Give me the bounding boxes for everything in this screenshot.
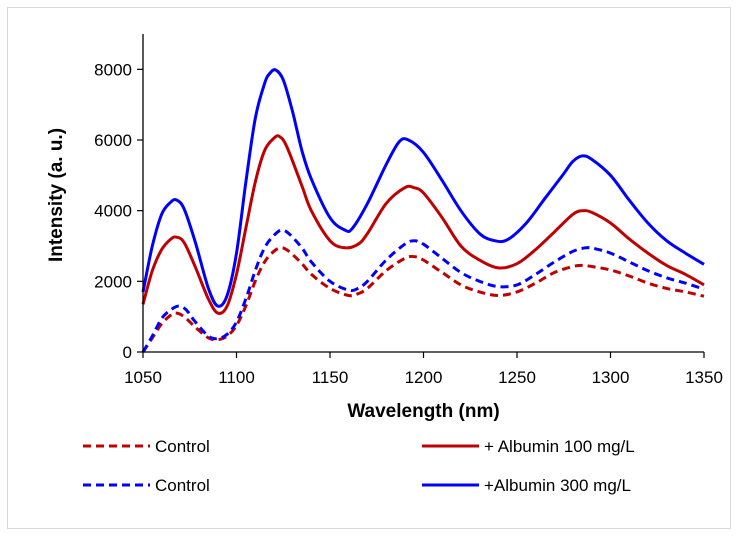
axis-ticks: 1050 1100 1150 1200 1250 1300 1350 0 2000 4000 600… — [94, 60, 723, 387]
legend: Control + Albumin 100 mg/L Control +Albumin… — [83, 437, 635, 495]
y-tick-label: 8000 — [94, 60, 132, 79]
x-axis-title: Wavelength (nm) — [347, 401, 499, 422]
x-tick-label: 1200 — [405, 368, 443, 387]
y-tick-label: 0 — [123, 343, 132, 362]
x-tick-label: 1100 — [218, 368, 255, 387]
series-albumin-300-line — [141, 68, 705, 308]
y-tick-label: 4000 — [94, 202, 132, 221]
y-axis-title: Intensity (a. u.) — [46, 128, 67, 262]
series-albumin-100-line — [141, 134, 705, 315]
plot-lines — [141, 68, 705, 353]
x-tick-label: 1350 — [685, 368, 723, 387]
legend-label: Control — [155, 476, 210, 495]
legend-label: Control — [155, 437, 210, 456]
x-tick-label: 1150 — [312, 368, 349, 387]
x-tick-label: 1300 — [592, 368, 630, 387]
legend-label: + Albumin 100 mg/L — [484, 437, 635, 456]
y-tick-label: 2000 — [94, 272, 132, 291]
legend-label: +Albumin 300 mg/L — [484, 476, 631, 495]
series-control-blue-line — [141, 228, 705, 353]
chart-frame — [7, 7, 731, 529]
y-tick-label: 6000 — [94, 131, 132, 150]
series-control-red-line — [141, 246, 705, 353]
x-tick-label: 1250 — [498, 368, 536, 387]
x-tick-label: 1050 — [124, 368, 162, 387]
